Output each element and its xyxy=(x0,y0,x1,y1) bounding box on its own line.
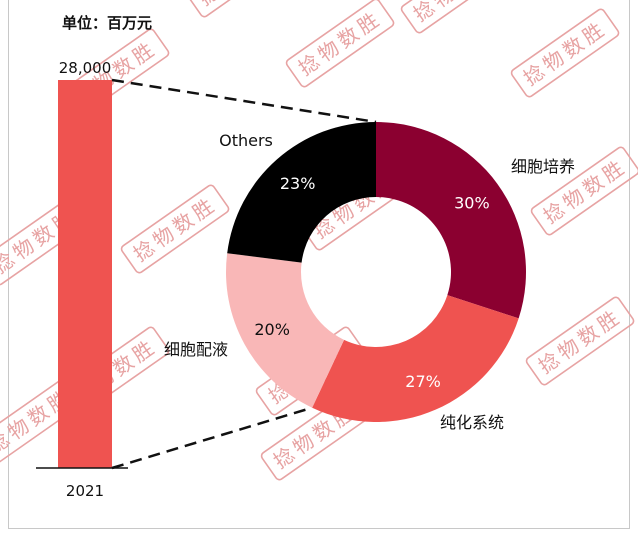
watermark: 捻物数胜 xyxy=(185,0,295,18)
watermark: 捻物数胜 xyxy=(400,0,510,34)
donut-slice xyxy=(312,295,519,422)
slice-name-label: 细胞培养 xyxy=(511,157,575,176)
slice-percent-label: 27% xyxy=(405,372,441,391)
svg-text:捻物数胜: 捻物数胜 xyxy=(294,6,386,81)
donut-slice xyxy=(227,122,376,263)
svg-text:捻物数胜: 捻物数胜 xyxy=(409,0,501,26)
donut-chart: 30% 细胞培养 27% 纯化系统 20% 细胞配液 23% Others xyxy=(164,122,575,432)
donut-slice xyxy=(376,122,526,319)
slice-name-label: 细胞配液 xyxy=(164,340,228,359)
chart-frame xyxy=(8,0,630,529)
svg-text:捻物数胜: 捻物数胜 xyxy=(534,304,626,379)
bar-value-label: 28,000 xyxy=(59,59,112,77)
bar-2021 xyxy=(58,80,112,468)
watermark: 捻物数胜 xyxy=(120,184,230,274)
bar-chart: 28,000 2021 xyxy=(36,59,128,500)
slice-percent-label: 30% xyxy=(454,193,490,212)
bar-category-label: 2021 xyxy=(66,482,104,500)
svg-text:捻物数胜: 捻物数胜 xyxy=(519,16,611,91)
unit-label: 单位：百万元 xyxy=(62,14,152,32)
connector-line-bottom xyxy=(111,406,313,470)
slice-percent-label: 20% xyxy=(254,320,290,339)
watermark: 捻物数胜 xyxy=(285,0,395,88)
svg-text:捻物数胜: 捻物数胜 xyxy=(129,192,221,267)
watermark: 捻物数胜 xyxy=(525,296,635,386)
connector-lines xyxy=(111,78,377,470)
connector-line-top xyxy=(111,78,377,124)
svg-text:捻物数胜: 捻物数胜 xyxy=(194,0,286,10)
donut-slice xyxy=(226,253,345,408)
slice-percent-label: 23% xyxy=(280,174,316,193)
slice-name-label: 纯化系统 xyxy=(440,413,504,432)
watermark: 捻物数胜 xyxy=(510,8,620,98)
slice-name-label: Others xyxy=(219,131,273,150)
